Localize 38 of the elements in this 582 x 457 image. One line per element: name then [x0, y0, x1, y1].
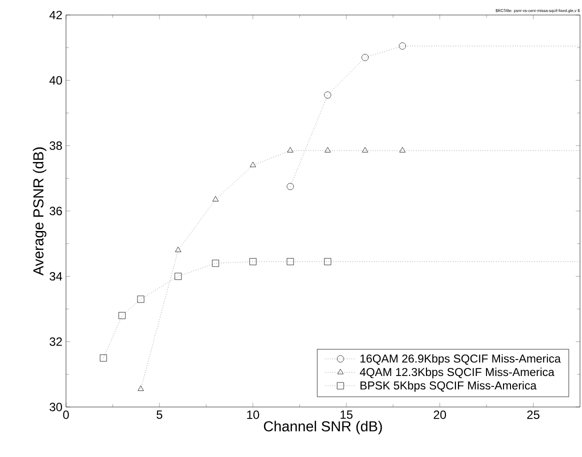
point [250, 162, 256, 168]
y-tick-label: 36 [50, 206, 62, 216]
x-tick-label: 20 [434, 410, 446, 419]
point [287, 147, 294, 152]
point [100, 354, 107, 362]
legend-label: BPSK 5Kbps SQCIF Miss-America [360, 381, 537, 392]
x-tick-label: 10 [247, 410, 260, 419]
y-tick-label: 34 [50, 272, 62, 281]
point [174, 272, 182, 280]
point [118, 312, 126, 320]
point [398, 42, 406, 50]
y-tick-label: 40 [49, 76, 62, 85]
point [212, 196, 219, 202]
point [138, 386, 144, 391]
y-axis-title: Average PSNR (dB) [32, 147, 46, 276]
y-tick-label: 30 [50, 402, 62, 412]
point [399, 147, 406, 152]
legend-label: 16QAM 26.9Kbps SQCIF Miss-America [360, 354, 561, 365]
point [175, 246, 182, 252]
y-tick-label: 38 [50, 141, 62, 150]
x-tick-label: 5 [156, 410, 162, 419]
point [362, 54, 369, 61]
point [286, 182, 294, 190]
y-tick-label: 32 [50, 337, 62, 346]
point [286, 258, 294, 266]
x-tick-label: 25 [527, 410, 540, 419]
point [362, 147, 368, 152]
point [137, 296, 144, 303]
point [249, 258, 256, 266]
point [324, 147, 331, 152]
legend-label: 4QAM 12.3Kbps SQCIF Miss-America [360, 368, 554, 378]
x-tick-label: 15 [340, 410, 353, 419]
point [324, 258, 332, 266]
point [324, 92, 332, 99]
x-tick-label: 0 [63, 410, 69, 419]
point [212, 260, 220, 267]
y-tick-label: 42 [49, 10, 62, 20]
x-axis-title: Channel SNR (dB) [264, 420, 382, 434]
